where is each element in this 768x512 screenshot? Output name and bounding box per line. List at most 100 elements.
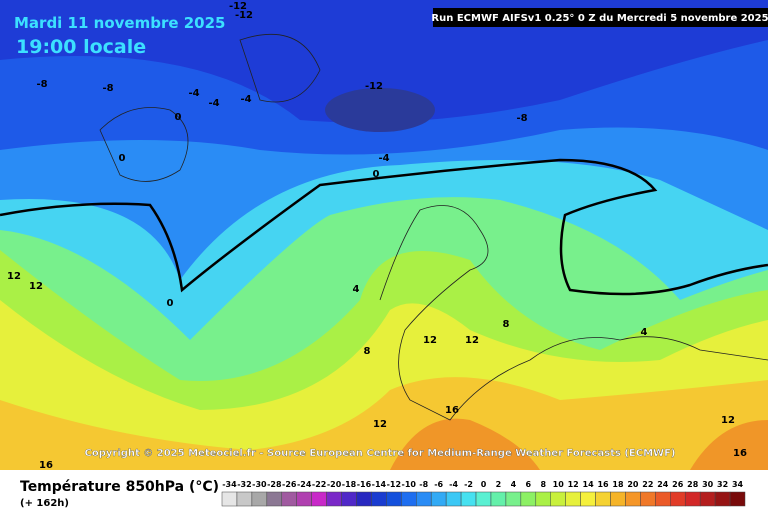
contour-label: 0 bbox=[167, 298, 174, 309]
contour-label: -12 bbox=[365, 81, 383, 92]
legend-swatch bbox=[550, 491, 566, 507]
contour-label: -4 bbox=[208, 98, 219, 109]
contour-label: 12 bbox=[721, 415, 735, 426]
legend-tick-label: -8 bbox=[419, 480, 428, 489]
legend-swatch bbox=[371, 491, 387, 507]
legend-tick-label: -24 bbox=[297, 480, 312, 489]
contour-label: -8 bbox=[516, 113, 527, 124]
legend-swatch bbox=[595, 491, 611, 507]
contour-label: -8 bbox=[102, 83, 113, 94]
legend-swatch bbox=[430, 491, 447, 507]
contour-label: -12 bbox=[235, 10, 253, 21]
contour-label: -12 bbox=[229, 1, 247, 12]
legend-tick-label: 28 bbox=[687, 480, 699, 489]
contour-label: 0 bbox=[373, 169, 380, 180]
zero-isotherm bbox=[0, 158, 768, 296]
legend-swatch bbox=[535, 491, 551, 507]
legend-swatch bbox=[326, 491, 342, 507]
legend-swatch bbox=[565, 491, 581, 507]
legend-swatch bbox=[251, 491, 268, 507]
contour-label: 16 bbox=[733, 448, 747, 459]
legend-tick-label: 22 bbox=[642, 480, 653, 489]
contour-label: 4 bbox=[353, 284, 360, 295]
legend-tick-label: -6 bbox=[434, 480, 443, 489]
legend-swatch bbox=[714, 491, 731, 507]
legend-tick-label: 26 bbox=[672, 480, 684, 489]
legend: Température 850hPa (°C) (+ 162h) -34 -32-… bbox=[20, 479, 746, 509]
legend-swatch bbox=[670, 491, 686, 507]
legend-tick-label: 2 bbox=[496, 480, 502, 489]
legend-tick-label: 12 bbox=[568, 480, 579, 489]
contour-label: 0 bbox=[119, 153, 126, 164]
legend-tick-label: 18 bbox=[612, 480, 624, 489]
legend-swatch bbox=[266, 491, 283, 507]
legend-swatch bbox=[699, 491, 716, 507]
legend-swatch bbox=[580, 491, 596, 507]
run-info: Run ECMWF AIFSv1 0.25° 0 Z du Mercredi 5… bbox=[431, 13, 768, 24]
contour-label: -8 bbox=[36, 79, 47, 90]
contour-label: -4 bbox=[378, 153, 389, 164]
legend-tick-label: 4 bbox=[511, 480, 517, 489]
legend-swatch bbox=[445, 491, 462, 507]
legend-swatch bbox=[505, 491, 522, 507]
legend-tick-label: -12 bbox=[387, 480, 401, 489]
legend-swatch bbox=[386, 491, 402, 507]
legend-tick-label: 34 bbox=[732, 480, 744, 489]
legend-tick-label: -14 bbox=[372, 480, 387, 489]
contour-label: 12 bbox=[29, 281, 43, 292]
contour-label: 12 bbox=[7, 271, 21, 282]
legend-swatch bbox=[490, 491, 507, 507]
legend-tick-label: -22 bbox=[312, 480, 326, 489]
legend-tick-label: 30 bbox=[702, 480, 714, 489]
legend-swatch bbox=[625, 491, 641, 507]
legend-swatch bbox=[221, 491, 238, 507]
legend-tick-label: 20 bbox=[627, 480, 639, 489]
legend-swatch bbox=[520, 491, 537, 507]
legend-swatch bbox=[356, 491, 372, 507]
legend-tick-label: 24 bbox=[657, 480, 669, 489]
legend-tick-label: 32 bbox=[717, 480, 728, 489]
cold-core bbox=[325, 88, 435, 132]
legend-tick-label: -34 bbox=[222, 480, 237, 489]
valid-date: Mardi 11 novembre 2025 bbox=[14, 14, 226, 32]
legend-swatch bbox=[640, 491, 656, 507]
legend-tick-label: -32 bbox=[237, 480, 251, 489]
band bbox=[390, 418, 768, 470]
legend-swatch bbox=[341, 491, 357, 507]
contour-label: -4 bbox=[240, 94, 251, 105]
contour-label: 12 bbox=[465, 335, 479, 346]
legend-tick-label: -18 bbox=[342, 480, 357, 489]
legend-tick-label: 14 bbox=[583, 480, 595, 489]
legend-swatch bbox=[401, 491, 417, 507]
legend-tick-label: 6 bbox=[526, 480, 532, 489]
legend-swatch bbox=[311, 491, 327, 507]
legend-tick-label: 16 bbox=[597, 480, 609, 489]
coastline bbox=[379, 205, 768, 421]
contour-label: 12 bbox=[423, 335, 437, 346]
legend-tick-label: -30 bbox=[252, 480, 267, 489]
legend-swatch bbox=[236, 491, 253, 507]
contour-label: 0 bbox=[175, 112, 182, 123]
legend-tick-label: -10 bbox=[402, 480, 417, 489]
legend-tick-label: 10 bbox=[553, 480, 565, 489]
contour-label: 4 bbox=[641, 327, 648, 338]
legend-swatch bbox=[296, 491, 312, 507]
legend-tick-label: -20 bbox=[327, 480, 342, 489]
legend-swatch bbox=[416, 491, 432, 507]
contour-label: 16 bbox=[445, 405, 459, 416]
contour-label: 16 bbox=[39, 460, 53, 471]
valid-time: 19:00 locale bbox=[16, 36, 146, 58]
contour-label: 8 bbox=[503, 319, 510, 330]
copyright: Copyright © 2025 Meteociel.fr - Source E… bbox=[85, 448, 676, 459]
contour-label: 8 bbox=[364, 346, 371, 357]
legend-tick-label: -26 bbox=[282, 480, 297, 489]
legend-swatch bbox=[729, 491, 746, 507]
legend-tick-label: -2 bbox=[464, 480, 473, 489]
coastline bbox=[99, 33, 321, 182]
legend-tick-label: 0 bbox=[481, 480, 487, 489]
legend-swatch bbox=[610, 491, 626, 507]
legend-swatch bbox=[281, 491, 297, 507]
contour-label: 12 bbox=[373, 419, 387, 430]
